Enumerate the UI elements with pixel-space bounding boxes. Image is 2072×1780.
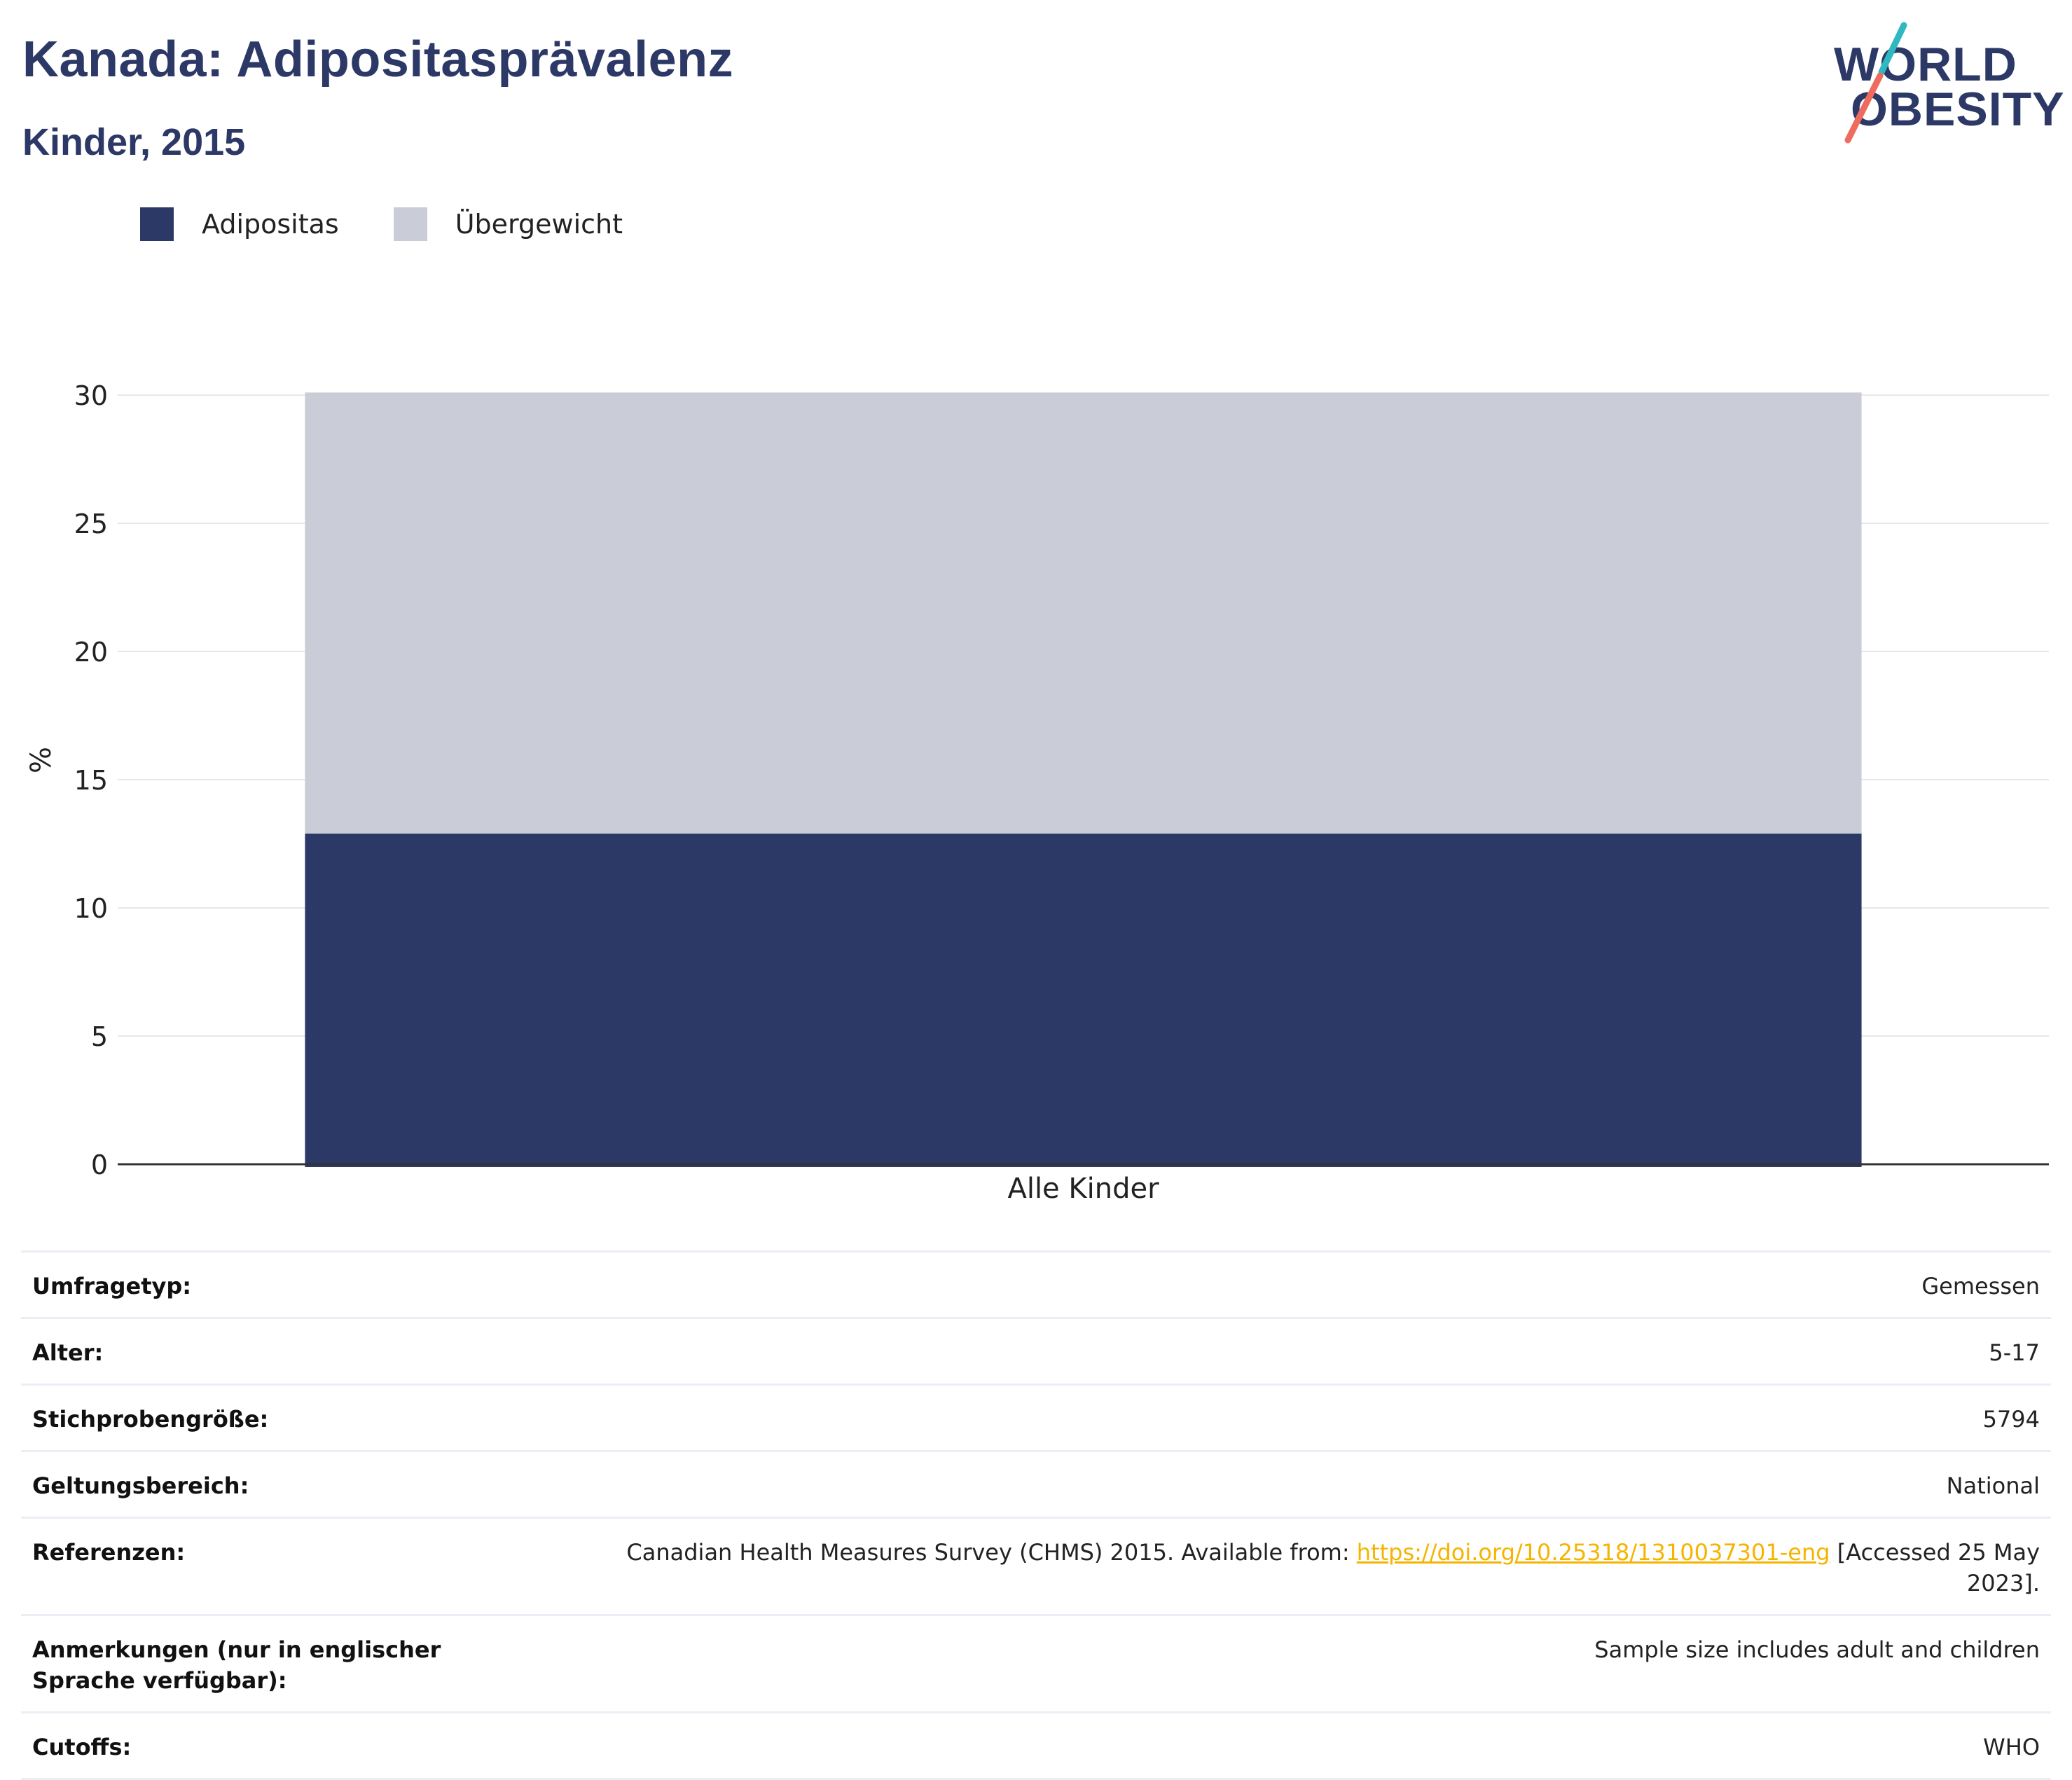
info-label: Cutoffs: — [32, 1734, 132, 1760]
info-label: Umfragetyp: — [32, 1273, 192, 1299]
info-value: 5794 — [1982, 1406, 2040, 1433]
y-tick-label: 25 — [74, 509, 108, 539]
chart-legend: Adipositas Übergewicht — [140, 207, 677, 241]
info-value: Gemessen — [1921, 1273, 2040, 1299]
page-subtitle: Kinder, 2015 — [22, 121, 246, 163]
page-title: Kanada: Adipositasprävalenz — [22, 32, 734, 88]
info-label: Alter: — [32, 1339, 104, 1366]
logo-line-2: OBESITY — [1851, 83, 2065, 136]
legend-label-uebergewicht: Übergewicht — [455, 209, 623, 240]
info-row: Anmerkungen (nur in englischer Sprache v… — [21, 1614, 2051, 1711]
y-tick-label: 20 — [74, 637, 108, 668]
info-row: Alter: 5-17 — [21, 1317, 2051, 1384]
legend-swatch-adipositas — [140, 207, 174, 241]
legend-label-adipositas: Adipositas — [202, 209, 339, 240]
legend-item-adipositas[interactable]: Adipositas — [140, 207, 339, 241]
stacked-bar-chart: 0 5 10 15 20 25 30 Alle Kinder % — [25, 380, 2049, 1205]
x-tick-labels: Alle Kinder — [1007, 1173, 1159, 1205]
reference-accessed-text: [Accessed 25 May 2023]. — [1830, 1539, 2040, 1596]
info-row: Stichprobengröße: 5794 — [21, 1384, 2051, 1450]
info-value: National — [1946, 1472, 2040, 1499]
y-tick-label: 5 — [91, 1021, 108, 1052]
legend-item-uebergewicht[interactable]: Übergewicht — [393, 207, 623, 241]
y-tick-label: 15 — [74, 765, 108, 796]
info-value: WHO — [1983, 1734, 2040, 1760]
info-row: Referenzen: Canadian Health Measures Surv… — [21, 1517, 2051, 1614]
info-label: Anmerkungen (nur in englischer Sprache v… — [32, 1636, 441, 1694]
logo-slash-icon — [1844, 22, 1907, 144]
info-row: Cutoffs: WHO — [21, 1711, 2051, 1780]
y-tick-label: 30 — [74, 380, 108, 411]
info-value: Sample size includes adult and children — [1594, 1636, 2040, 1663]
info-value: 5-17 — [1989, 1339, 2040, 1366]
y-tick-label: 0 — [91, 1150, 108, 1180]
bar-adipositas — [305, 833, 1862, 1167]
info-table: Umfragetyp: Gemessen Alter: 5-17 Stichproben… — [21, 1250, 2051, 1780]
y-tick-labels: 0 5 10 15 20 25 30 — [74, 380, 108, 1180]
reference-link[interactable]: https://doi.org/10.25318/1310037301-eng — [1356, 1539, 1830, 1566]
reference-text: Canadian Health Measures Survey (CHMS) 2… — [626, 1539, 1357, 1566]
info-row: Umfragetyp: Gemessen — [21, 1250, 2051, 1317]
world-obesity-logo: WORLD OBESITY — [1821, 20, 2064, 153]
bar-übergewicht — [305, 392, 1862, 834]
info-row: Geltungsbereich: National — [21, 1450, 2051, 1517]
x-tick-label: Alle Kinder — [1007, 1173, 1159, 1205]
info-value: Canadian Health Measures Survey (CHMS) 2… — [569, 1537, 2040, 1599]
info-label: Geltungsbereich: — [32, 1472, 249, 1499]
legend-swatch-uebergewicht — [393, 207, 427, 241]
info-label: Stichprobengröße: — [32, 1406, 269, 1433]
bars — [305, 392, 1862, 1167]
y-tick-label: 10 — [74, 893, 108, 924]
info-label: Referenzen: — [32, 1539, 186, 1566]
logo-line-1: WORLD — [1834, 38, 2017, 91]
y-axis-label: % — [25, 747, 57, 773]
